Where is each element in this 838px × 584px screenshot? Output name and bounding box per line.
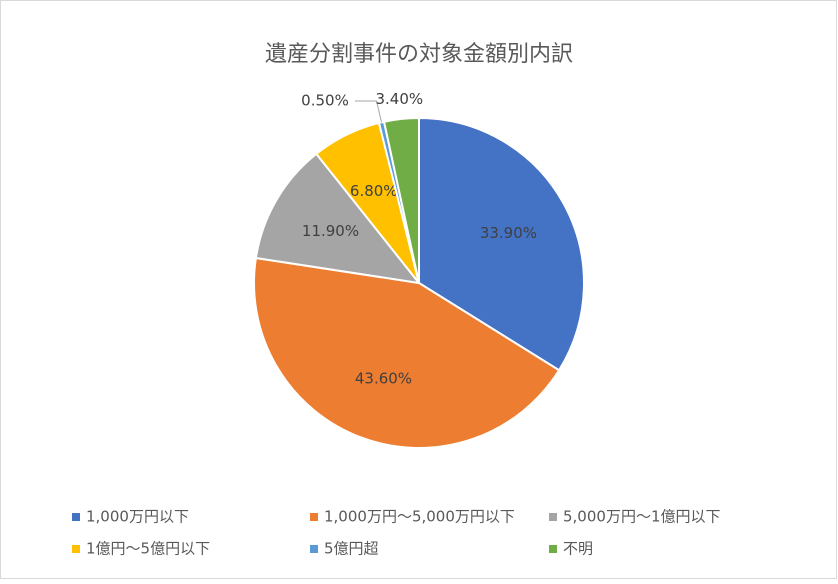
- legend-swatch: [549, 545, 557, 553]
- legend-label: 1,000万円～5,000万円以下: [324, 508, 515, 526]
- data-label: 11.90%: [302, 222, 359, 240]
- pie-slice: [418, 116, 585, 372]
- legend-label: 1億円～5億円以下: [86, 540, 210, 558]
- leader-line: [355, 100, 383, 123]
- legend-label: 5億円超: [324, 540, 379, 558]
- legend-label: 5,000万円～1億円以下: [563, 508, 721, 526]
- legend-swatch: [72, 513, 80, 521]
- legend-label: 不明: [563, 540, 593, 558]
- data-label: 33.90%: [480, 224, 537, 242]
- chart-title: 遺産分割事件の対象金額別内訳: [265, 42, 573, 67]
- legend-swatch: [310, 513, 318, 521]
- data-label: 0.50%: [301, 92, 349, 110]
- pie-slice: [253, 256, 561, 449]
- pie-slice: [382, 116, 420, 284]
- data-label: 6.80%: [350, 182, 398, 200]
- data-label: 3.40%: [375, 90, 423, 108]
- legend-swatch: [72, 545, 80, 553]
- legend-swatch: [549, 513, 557, 521]
- data-label: 43.60%: [355, 369, 412, 387]
- pie-slice: [254, 152, 422, 285]
- legend-swatch: [310, 545, 318, 553]
- legend-label: 1,000万円以下: [86, 508, 189, 526]
